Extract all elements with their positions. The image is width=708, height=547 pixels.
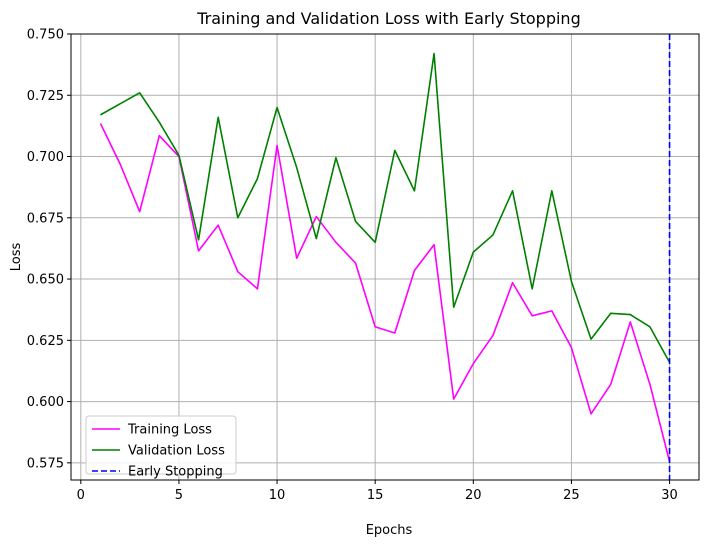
- y-tick-label: 0.600: [27, 395, 64, 410]
- legend-label: Early Stopping: [128, 465, 223, 480]
- legend-label: Validation Loss: [128, 444, 225, 459]
- series-line-1: [100, 52, 671, 363]
- y-tick-label: 0.675: [27, 211, 64, 226]
- axis-ticks: 0 5 10 15 20 25 30 0.575 0.600 0.625 0.650 0.675 0.7…: [27, 28, 678, 504]
- x-tick-label: 0: [77, 488, 85, 503]
- legend-label: Training Loss: [127, 423, 212, 438]
- plot-frame: [70, 33, 700, 481]
- x-tick-label: 15: [367, 488, 384, 503]
- y-tick-label: 0.700: [27, 150, 64, 165]
- plot-area: [99, 34, 671, 480]
- y-axis-label: Loss: [9, 243, 24, 272]
- x-tick-label: 10: [269, 488, 286, 503]
- x-axis-label: Epochs: [366, 523, 413, 538]
- y-tick-label: 0.725: [27, 89, 64, 104]
- series-line-0: [99, 123, 671, 462]
- y-tick-label: 0.750: [27, 28, 64, 43]
- grid: [71, 33, 699, 480]
- x-tick-label: 25: [563, 488, 580, 503]
- legend-box: [85, 415, 237, 475]
- x-tick-label: 5: [175, 488, 183, 503]
- y-tick-label: 0.650: [27, 273, 64, 288]
- x-tick-label: 20: [465, 488, 482, 503]
- x-tick-label: 30: [661, 488, 678, 503]
- y-tick-label: 0.575: [27, 456, 64, 471]
- legend: Training Loss Validation Loss Early Stoppi…: [85, 415, 237, 480]
- y-tick-label: 0.625: [27, 334, 64, 349]
- chart-title: Training and Validation Loss with Early …: [196, 9, 580, 28]
